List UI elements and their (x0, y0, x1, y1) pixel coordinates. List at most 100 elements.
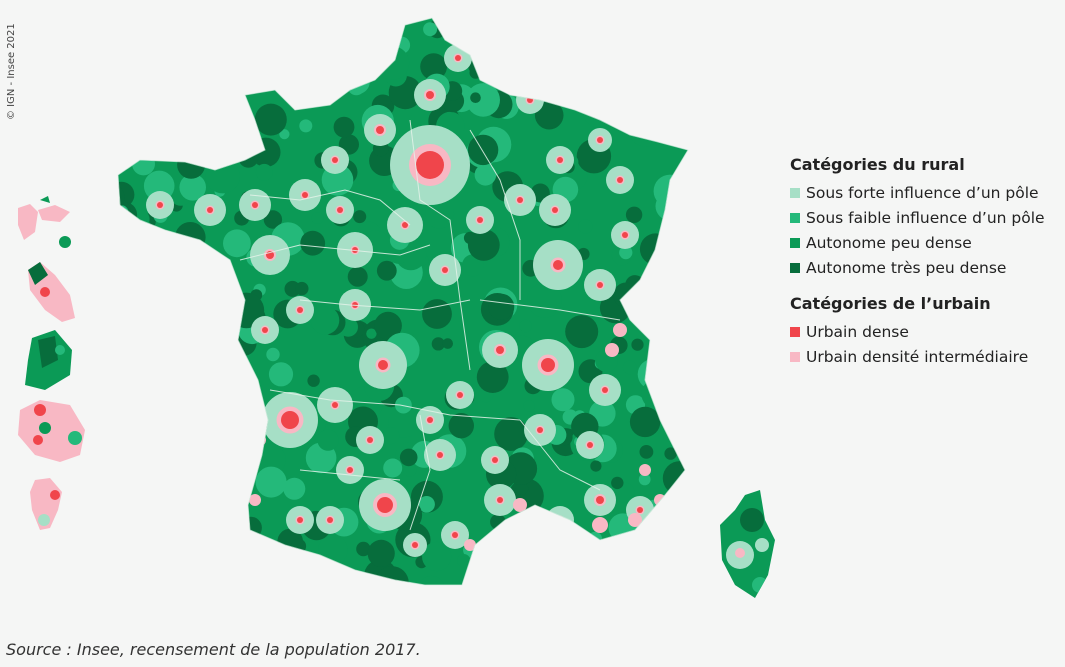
texture-patch (662, 461, 688, 496)
texture-patch (651, 46, 663, 57)
texture-patch (291, 538, 307, 554)
texture-patch (200, 258, 216, 275)
texture-patch (674, 190, 688, 225)
texture-patch (442, 338, 454, 349)
texture-patch (118, 21, 129, 43)
texture-patch (670, 307, 682, 319)
urban-dense-core (477, 217, 483, 223)
urban-dense-core (207, 207, 213, 213)
texture-patch (254, 103, 287, 136)
texture-patch (619, 28, 647, 56)
texture-patch (147, 42, 180, 75)
texture-patch (443, 24, 468, 48)
texture-patch (194, 92, 214, 112)
texture-patch (668, 359, 687, 378)
urban-coastal-zone (464, 539, 476, 551)
urban-dense-core (377, 497, 393, 513)
texture-patch (641, 22, 661, 42)
urban-dense-core (557, 517, 563, 523)
texture-patch (213, 565, 230, 582)
texture-patch (259, 561, 282, 583)
texture-patch (206, 542, 236, 571)
urban-dense-core (492, 457, 498, 463)
texture-patch (673, 525, 688, 542)
urban-dense-core (617, 177, 623, 183)
texture-patch (352, 41, 388, 77)
texture-patch (179, 174, 206, 201)
urban-dense-core (497, 497, 503, 503)
texture-patch (118, 313, 144, 340)
texture-patch (145, 102, 158, 115)
legend-label: Autonome très peu dense (806, 258, 1007, 277)
texture-patch (136, 124, 151, 139)
texture-patch (678, 577, 688, 585)
texture-patch (611, 476, 624, 490)
texture-patch (177, 150, 206, 179)
texture-patch (626, 23, 644, 41)
dom-mayotte (30, 478, 62, 530)
texture-patch (678, 111, 688, 125)
texture-patch (423, 22, 438, 37)
corse (720, 490, 775, 598)
texture-patch (307, 374, 320, 387)
texture-patch (675, 430, 688, 465)
texture-patch (203, 30, 216, 43)
texture-patch (638, 473, 651, 486)
swatch-icon (790, 262, 800, 273)
texture-patch (650, 18, 672, 27)
swatch-icon (790, 187, 800, 198)
texture-patch (145, 136, 159, 151)
urban-dense-core (302, 192, 308, 198)
urban-dense-core (437, 452, 443, 458)
texture-patch (174, 18, 204, 38)
texture-patch (192, 18, 225, 33)
texture-patch (296, 61, 325, 90)
texture-patch (448, 413, 474, 439)
urban-dense-core (402, 222, 408, 228)
texture-patch (625, 206, 643, 223)
texture-patch (466, 83, 501, 117)
legend-item-autonome-peu-dense: Autonome peu dense (790, 230, 1045, 255)
urban-dense-core (496, 346, 504, 354)
urban-coastal-zone (613, 323, 627, 337)
texture-patch (584, 571, 614, 585)
texture-patch (403, 463, 417, 477)
texture-patch (255, 163, 273, 181)
texture-patch (118, 111, 149, 143)
legend-label: Sous faible influence d’un pôle (806, 208, 1045, 227)
texture-patch (643, 30, 671, 58)
texture-patch (268, 362, 294, 387)
texture-patch (669, 362, 688, 385)
texture-patch (322, 55, 347, 80)
legend-item-urbain-intermediaire: Urbain densité intermédiaire (790, 344, 1045, 369)
dom-guadeloupe (18, 196, 71, 248)
texture-patch (205, 159, 240, 194)
texture-patch (156, 263, 186, 293)
region-borders (239, 119, 621, 531)
urban-dense-core (426, 91, 434, 99)
texture-patch (681, 18, 688, 49)
texture-patch (457, 554, 471, 568)
texture-patch (367, 539, 395, 568)
texture-patch (118, 278, 142, 311)
texture-patch (147, 71, 163, 86)
texture-patch (124, 240, 152, 268)
texture-patch (376, 260, 397, 281)
texture-patch (659, 257, 688, 294)
texture-patch (311, 212, 324, 224)
texture-patch (595, 558, 616, 579)
texture-patch (476, 361, 509, 393)
urban-coastal-zone (628, 513, 642, 527)
texture-patch (500, 555, 519, 573)
texture-patch (637, 358, 669, 390)
swatch-icon (790, 326, 800, 337)
texture-patch (137, 427, 151, 441)
texture-patch (494, 417, 528, 451)
texture-patch (279, 589, 289, 599)
texture-patch (420, 53, 447, 80)
urban-dense-core (557, 157, 563, 163)
texture-patch (551, 388, 575, 412)
urban-dense-core (327, 517, 333, 523)
texture-patch (259, 541, 286, 568)
texture-patch (279, 129, 290, 140)
